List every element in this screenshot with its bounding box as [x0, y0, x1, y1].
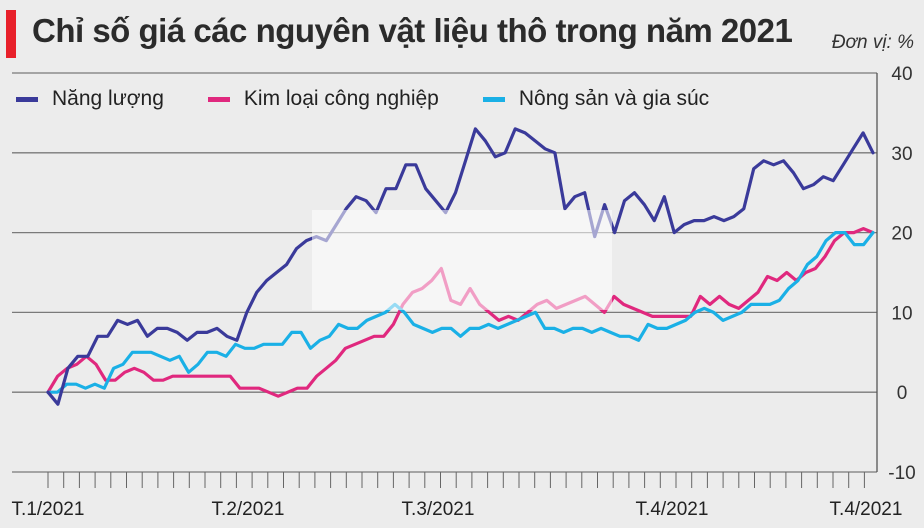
- y-tick-label: 10: [891, 303, 912, 324]
- y-tick-label: 40: [891, 64, 912, 85]
- legend-item-agri: Nông sản và gia súc: [482, 87, 710, 111]
- legend-swatch-agri: [482, 96, 505, 102]
- x-tick-label: T.1/2021: [12, 499, 85, 520]
- series-line-energy: [46, 127, 875, 406]
- title-accent-bar: [6, 10, 16, 58]
- y-tick-label: -10: [888, 463, 915, 484]
- legend-swatch-energy: [16, 96, 38, 102]
- chart-legend: Năng lượng Kim loại công nghiệp Nông sản…: [16, 84, 753, 114]
- legend-swatch-metals: [207, 96, 230, 102]
- legend-item-metals: Kim loại công nghiệp: [207, 87, 439, 111]
- y-tick-label: 20: [891, 224, 912, 245]
- legend-label-agri: Nông sản và gia súc: [518, 87, 710, 110]
- series-line-agri: [46, 231, 875, 394]
- y-tick-label: 0: [897, 383, 908, 404]
- x-tick-label: T.4/2021: [830, 499, 903, 520]
- x-tick-label: T.2/2021: [212, 499, 285, 520]
- y-tick-label: 30: [891, 144, 912, 165]
- page-title: Chỉ số giá các nguyên vật liệu thô trong…: [32, 12, 793, 49]
- legend-label-metals: Kim loại công nghiệp: [243, 87, 439, 110]
- legend-label-energy: Năng lượng: [52, 87, 164, 110]
- unit-label: Đơn vị: %: [831, 32, 914, 53]
- legend-item-energy: Năng lượng: [16, 87, 164, 111]
- x-tick-label: T.4/2021: [636, 499, 709, 520]
- x-tick-label: T.3/2021: [402, 499, 475, 520]
